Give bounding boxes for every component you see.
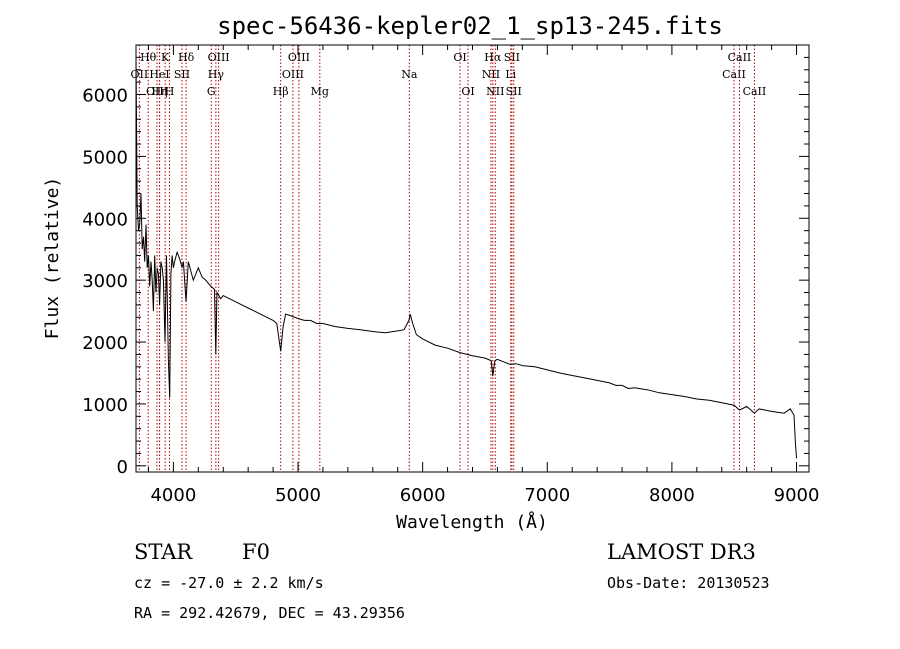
coordinates: RA = 292.42679, DEC = 43.29356 [134, 604, 405, 622]
spectrum-line [135, 57, 797, 459]
spectral-line-label: SII [506, 85, 522, 98]
object-class: STAR [134, 540, 193, 564]
y-tick-label: 6000 [82, 86, 128, 107]
spectral-line-label: Hβ [273, 85, 289, 98]
survey-name: LAMOST DR3 [607, 540, 756, 564]
x-axis-label: Wavelength (Å) [396, 511, 548, 533]
spectral-line-label: HeI [149, 68, 169, 81]
spectral-line-label: CaII [728, 51, 752, 64]
spectral-line-label: NII [482, 68, 500, 81]
observation-date: Obs-Date: 20130523 [607, 574, 770, 592]
spectral-line-label: OIII [146, 85, 168, 98]
y-axis: 0 1000 2000 3000 4000 5000 6000 [82, 56, 809, 478]
redshift-cz: cz = -27.0 ± 2.2 km/s [134, 574, 324, 592]
spectral-line-label: SII [174, 68, 190, 81]
spectral-line-label: OIII [288, 51, 310, 64]
spectral-line-label: CaII [743, 85, 767, 98]
x-axis: 4000 5000 6000 7000 8000 9000 [147, 45, 820, 506]
x-tick-label: 9000 [774, 485, 820, 506]
x-tick-label: 7000 [524, 485, 570, 506]
spectral-line-label: Mg [311, 85, 329, 98]
spectral-line-label: Hα [484, 51, 502, 64]
spectral-line-label: Hγ [208, 68, 225, 81]
y-axis-label: Flux (relative) [42, 177, 63, 340]
plot-frame [135, 44, 810, 473]
object-subclass: F0 [242, 540, 270, 564]
x-tick-label: 4000 [150, 485, 196, 506]
y-tick-label: 5000 [82, 147, 128, 168]
spectral-line-label: OI [453, 51, 466, 64]
spectral-line-label: OII [131, 68, 149, 81]
spectral-line-label: OIII [208, 51, 230, 64]
y-tick-label: 0 [117, 457, 128, 478]
y-tick-label: 4000 [82, 209, 128, 230]
y-tick-label: 1000 [82, 395, 128, 416]
spectral-line-markers: OIIHθOIIIHηHeIKSIIHHδGHγOIIIHβOIIIOIIIMg… [131, 45, 767, 472]
spectral-line-label: SII [504, 51, 520, 64]
spectral-line-label: OIII [282, 68, 304, 81]
x-tick-label: 6000 [400, 485, 446, 506]
spectral-line-label: Li [505, 68, 516, 81]
spectral-line-label: OI [461, 85, 474, 98]
y-tick-label: 3000 [82, 271, 128, 292]
x-tick-label: 8000 [649, 485, 695, 506]
chart-title: spec-56436-kepler02_1_sp13-245.fits [217, 12, 723, 40]
spectral-line-label: CaII [722, 68, 746, 81]
x-tick-label: 5000 [275, 485, 321, 506]
y-tick-label: 2000 [82, 333, 128, 354]
spectral-line-label: K [161, 51, 170, 64]
spectral-line-label: Na [401, 68, 418, 81]
spectral-line-label: NII [486, 85, 504, 98]
spectral-line-label: Hθ [140, 51, 157, 64]
spectral-line-label: Hδ [178, 51, 195, 64]
spectral-line-label: G [207, 85, 216, 98]
spectral-line-label: H [165, 85, 175, 98]
